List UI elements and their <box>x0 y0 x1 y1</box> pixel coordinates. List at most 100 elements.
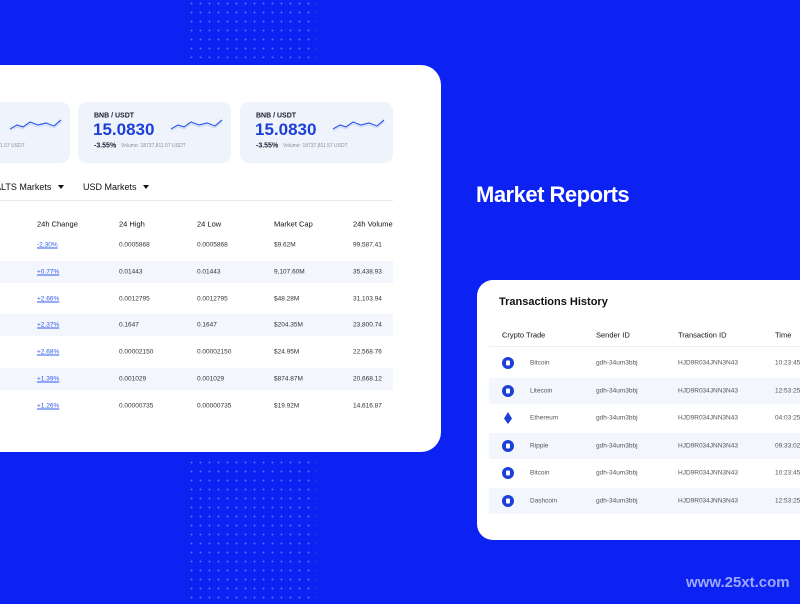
table-cell: 0.00000735 <box>119 402 154 410</box>
table-cell: Dashcoin <box>530 497 558 505</box>
market-tab[interactable]: USD Markets <box>83 182 137 192</box>
table-cell: $874.87M <box>274 375 303 383</box>
table-header: 24h Change <box>37 219 78 229</box>
dropdown-arrow <box>58 185 64 189</box>
table-header: Crypto Trade <box>502 330 546 340</box>
table-cell: 14,616.87 <box>353 402 382 410</box>
table-cell: +0.77% <box>37 268 60 276</box>
table-cell: 0.00000735 <box>197 402 232 410</box>
table-cell: 22,568.76 <box>353 348 382 356</box>
table-cell: Ripple <box>530 442 549 450</box>
table-cell: HJD9R034JNN3N43 <box>678 469 738 477</box>
table-cell: 0.00002150 <box>197 348 232 356</box>
table-cell: $204.35M <box>274 321 303 329</box>
table-cell: 0.001029 <box>119 375 147 383</box>
watermark: www.25xt.com <box>686 574 790 591</box>
table-cell: +1.39% <box>37 375 60 383</box>
table-cell: -2.30% <box>37 241 58 249</box>
sparkline <box>9 119 62 132</box>
row-stripe <box>489 377 800 404</box>
table-cell: 09:33:02 <box>775 442 800 450</box>
coin-icon <box>502 384 514 397</box>
table-cell: gdh-34um3bbj <box>596 497 638 505</box>
table-cell: 10:23:45 <box>775 359 800 367</box>
change: -3.55% <box>94 142 117 150</box>
table-cell: Litecoin <box>530 387 553 395</box>
table-cell: 0.01443 <box>119 268 143 276</box>
table-cell: 99,587.41 <box>353 241 382 249</box>
table-cell: HJD9R034JNN3N43 <box>678 359 738 367</box>
volume: Volume: 18737,811.57 USDT <box>0 143 25 149</box>
volume: Volume: 18737,811.57 USDT <box>283 143 348 149</box>
row-stripe <box>489 488 800 514</box>
table-cell: 0.0005868 <box>119 241 150 249</box>
table-header: Transaction ID <box>678 330 727 340</box>
card-title: Transactions History <box>499 296 608 308</box>
table-cell: 0.1647 <box>119 321 139 329</box>
table-cell: HJD9R034JNN3N43 <box>678 497 738 505</box>
coin-icon <box>502 357 514 369</box>
table-cell: $9.62M <box>274 241 296 249</box>
table-cell: gdh-34um3bbj <box>596 359 638 367</box>
table-cell: +2.66% <box>37 295 60 303</box>
table-cell: 0.00002150 <box>119 348 154 356</box>
row-stripe <box>489 432 800 459</box>
table-cell: 9,107.60M <box>274 268 305 276</box>
row-stripe <box>0 314 393 337</box>
table-header: Time <box>775 330 792 340</box>
change: -3.55% <box>256 142 279 150</box>
market-tab[interactable]: ALTS Markets <box>0 182 52 192</box>
table-cell: 0.1647 <box>197 321 217 329</box>
table-cell: Bitcoin <box>530 359 550 367</box>
table-cell: 0.0012795 <box>197 295 228 303</box>
heading: Market Reports <box>476 182 630 207</box>
table-cell: gdh-34um3bbj <box>596 414 638 422</box>
table-cell: $19.92M <box>274 402 300 410</box>
table-cell: 35,438.93 <box>353 268 382 276</box>
table-cell: HJD9R034JNN3N43 <box>678 387 738 395</box>
table-cell: HJD9R034JNN3N43 <box>678 414 738 422</box>
table-cell: +1.26% <box>37 402 60 410</box>
table-header: 24 Low <box>197 219 222 229</box>
transactions-card: Transactions History Crypto Trade Sender I… <box>477 280 800 540</box>
table-header: Market Cap <box>274 219 313 229</box>
table-cell: $24.95M <box>274 348 300 356</box>
coin-icon <box>502 439 514 452</box>
table-cell: gdh-34um3bbj <box>596 469 638 477</box>
table-cell: $48.28M <box>274 295 300 303</box>
table-cell: 04:03:25 <box>775 414 800 422</box>
table-cell: gdh-34um3bbj <box>596 442 638 450</box>
table-cell: Bitcoin <box>530 469 550 477</box>
table-cell: HJD9R034JNN3N43 <box>678 442 738 450</box>
table-cell: Ethereum <box>530 414 559 422</box>
divider <box>0 200 393 201</box>
table-header: 24h Volume <box>353 219 393 229</box>
row-stripe <box>0 260 393 283</box>
table-cell: 12:53:25 <box>775 497 800 505</box>
pair: BNB / USDT <box>94 112 135 120</box>
table-cell: gdh-34um3bbj <box>596 387 638 395</box>
sparkline <box>170 119 223 132</box>
table-cell: +2.37% <box>37 321 60 329</box>
table-cell: 10:23:45 <box>775 469 800 477</box>
table-cell: 0.001029 <box>197 375 225 383</box>
table-cell: 0.0005868 <box>197 241 228 249</box>
table-cell: 0.0012795 <box>119 295 150 303</box>
sparkline <box>332 119 385 132</box>
divider <box>489 346 800 347</box>
table-cell: 12:53:25 <box>775 387 800 395</box>
coin-icon <box>504 412 512 425</box>
price: 15.0830 <box>93 120 155 139</box>
price: 15.0830 <box>255 120 317 139</box>
table-cell: 20,668.12 <box>353 375 382 383</box>
table-cell: 0.01443 <box>197 268 221 276</box>
volume: Volume: 18737,811.57 USDT <box>121 143 186 149</box>
table-cell: 31,103.94 <box>353 295 382 303</box>
row-stripe <box>0 368 393 390</box>
